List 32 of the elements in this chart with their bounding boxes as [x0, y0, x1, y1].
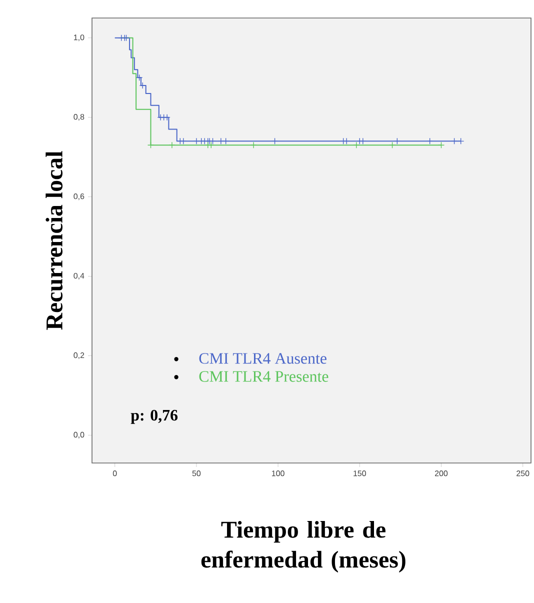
point — [438, 142, 445, 148]
point — [271, 138, 278, 144]
x-axis-title: Tiempo libre de enfermedad (meses) — [201, 521, 406, 573]
point — [164, 114, 170, 121]
text: CMI TLR4 Presente — [199, 371, 328, 382]
point — [176, 138, 184, 144]
y-axis-title: Recurrencia local — [46, 151, 63, 330]
annotation: p: 0,76 — [130, 410, 178, 424]
point — [356, 138, 363, 144]
point — [201, 138, 208, 144]
point — [394, 138, 401, 144]
point — [193, 138, 200, 144]
point — [122, 34, 130, 42]
point — [157, 114, 164, 121]
point — [426, 138, 434, 144]
point — [388, 142, 396, 148]
point — [147, 142, 154, 148]
point — [208, 142, 214, 148]
point — [222, 138, 230, 144]
point — [218, 138, 224, 144]
point — [209, 138, 216, 144]
point — [168, 142, 176, 148]
point — [353, 142, 360, 148]
point — [457, 138, 464, 144]
point — [250, 142, 257, 148]
point — [136, 74, 143, 81]
point — [121, 34, 128, 42]
point — [450, 138, 458, 144]
text: CMI TLR4 Ausente — [199, 353, 326, 364]
point — [360, 138, 366, 144]
point — [180, 138, 187, 144]
point — [343, 138, 350, 144]
